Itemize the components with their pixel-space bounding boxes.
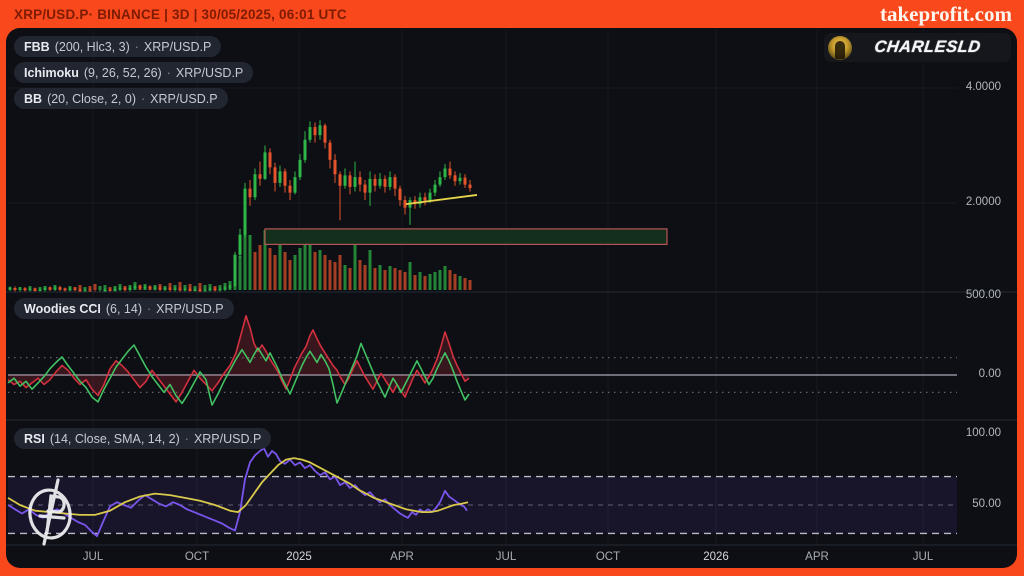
time-scale-label[interactable]: JUL — [495, 551, 517, 563]
supply-zone-box[interactable] — [264, 228, 668, 245]
rsi-pane — [7, 447, 957, 538]
time-scale-label[interactable]: 2026 — [703, 551, 729, 563]
indicator-symbol: XRP/USD.P — [150, 91, 218, 106]
rsi-line-rsi — [7, 447, 468, 538]
charlesld-username: CHARLESLD — [873, 38, 982, 56]
chart-title: XRP/USD.P· BINANCE | 3D | 30/05/2025, 06… — [14, 6, 347, 22]
candles — [8, 120, 472, 292]
indicator-name: Woodies CCI — [24, 301, 101, 316]
separator-dot: · — [184, 431, 189, 446]
time-scale-label[interactable]: OCT — [184, 551, 210, 563]
price-scale-label[interactable]: 500.00 — [965, 289, 1001, 301]
indicator-symbol: XRP/USD.P — [175, 65, 244, 80]
chart-canvas[interactable] — [6, 28, 1017, 568]
price-scale-label[interactable]: 2.0000 — [965, 196, 1001, 208]
grid-lines — [8, 30, 957, 545]
charlesld-badge: CHARLESLD — [824, 33, 1011, 62]
header-bar: XRP/USD.P· BINANCE | 3D | 30/05/2025, 06… — [0, 0, 1024, 28]
indicator-params: (20, Close, 2, 0) — [47, 91, 136, 106]
price-scale-label[interactable]: 0.00 — [978, 368, 1001, 380]
indicator-name: Ichimoku — [24, 65, 79, 80]
time-scale-label[interactable]: APR — [390, 551, 414, 563]
cci-line-turbo-cci — [7, 342, 470, 406]
indicator-symbol: XRP/USD.P — [143, 39, 212, 54]
indicator-name: FBB — [24, 39, 50, 54]
charlesld-avatar — [828, 35, 852, 60]
indicator-params: (6, 14) — [105, 301, 142, 316]
indicator-params: (200, Hlc3, 3) — [54, 39, 130, 54]
indicator-name: RSI — [24, 431, 45, 446]
price-pane — [8, 120, 668, 292]
separator-dot: · — [141, 91, 146, 106]
indicator-label-ichimoku[interactable]: Ichimoku (9, 26, 52, 26) · XRP/USD.P — [14, 62, 254, 83]
cci-pane — [7, 314, 957, 406]
indicator-label-bb[interactable]: BB (20, Close, 2, 0) · XRP/USD.P — [14, 88, 228, 109]
brand-link[interactable]: takeprofit.com — [880, 1, 1012, 26]
time-scale-label[interactable]: JUL — [912, 551, 934, 563]
separator-dot: · — [147, 301, 152, 316]
chart-panel: FBB (200, Hlc3, 3) · XRP/USD.P Ichimoku … — [6, 28, 1017, 568]
price-scale-label[interactable]: 100.00 — [965, 427, 1001, 439]
time-scale-label[interactable]: 2025 — [286, 551, 312, 563]
takeprofit-logo-watermark — [28, 478, 72, 546]
separator-dot: · — [166, 65, 171, 80]
indicator-params: (9, 26, 52, 26) — [83, 65, 162, 80]
rsi-line-rsi-sma — [7, 457, 469, 516]
indicator-symbol: XRP/USD.P — [156, 301, 224, 316]
cci-line-cci — [7, 314, 470, 403]
indicator-symbol: XRP/USD.P — [193, 431, 262, 446]
price-scale-label[interactable]: 4.0000 — [965, 81, 1001, 93]
price-scale-label[interactable]: 50.00 — [972, 498, 1001, 510]
indicator-label-woodies-cci[interactable]: Woodies CCI (6, 14) · XRP/USD.P — [14, 298, 234, 319]
time-scale-label[interactable]: OCT — [595, 551, 621, 563]
indicator-name: BB — [24, 91, 43, 106]
time-scale-label[interactable]: JUL — [82, 551, 104, 563]
indicator-label-fbb[interactable]: FBB (200, Hlc3, 3) · XRP/USD.P — [14, 36, 222, 57]
separator-dot: · — [134, 39, 139, 54]
indicator-label-rsi[interactable]: RSI (14, Close, SMA, 14, 2) · XRP/USD.P — [14, 428, 272, 449]
indicator-params: (14, Close, SMA, 14, 2) — [49, 431, 180, 446]
time-scale-label[interactable]: APR — [805, 551, 829, 563]
trendline[interactable] — [405, 194, 478, 206]
